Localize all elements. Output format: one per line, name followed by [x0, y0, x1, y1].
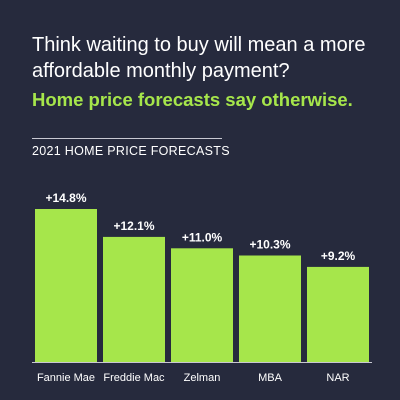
data-label: +12.1% [113, 219, 154, 233]
bar-fannie-mae [35, 209, 97, 362]
category-label: Freddie Mac [103, 372, 165, 384]
data-label: +9.2% [321, 249, 356, 263]
data-label: +14.8% [45, 191, 86, 205]
category-label: Zelman [184, 372, 221, 384]
category-label: MBA [258, 372, 283, 384]
category-label: NAR [326, 372, 349, 384]
headline: Think waiting to buy will mean a more af… [32, 34, 366, 82]
category-label: Fannie Mae [37, 372, 95, 384]
subheadline: Home price forecasts say otherwise. [32, 89, 353, 110]
bar-nar [307, 266, 369, 362]
chart-title-rule [32, 138, 222, 139]
bar-zelman [171, 248, 233, 362]
bar-freddie-mac [103, 236, 165, 362]
data-label: +11.0% [182, 230, 223, 244]
bar-mba [239, 255, 301, 362]
chart-title: 2021 HOME PRICE FORECASTS [32, 144, 230, 158]
data-label: +10.3% [249, 238, 290, 252]
